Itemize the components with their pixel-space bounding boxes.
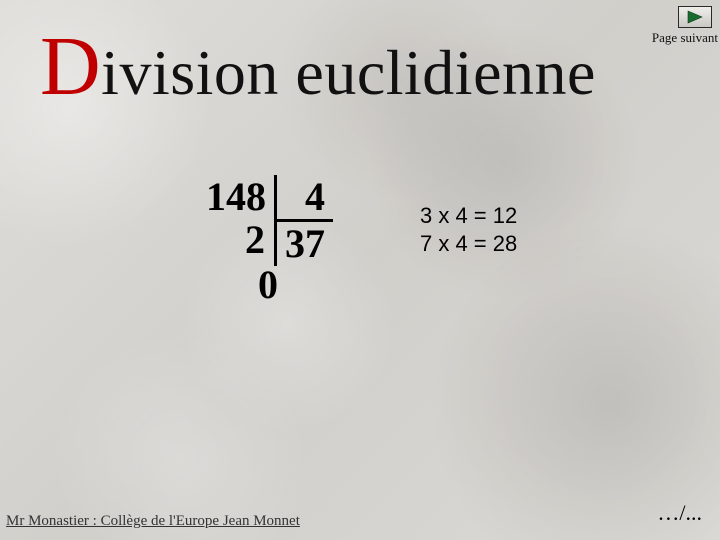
divisor-cell: 4 bbox=[276, 175, 334, 221]
play-icon bbox=[685, 10, 705, 24]
calc-line-2: 7 x 4 = 28 bbox=[420, 230, 517, 258]
division-layout: 148 4 37 2 0 bbox=[198, 175, 333, 266]
title-rest: ivision euclidienne bbox=[101, 37, 596, 108]
remainder: 0 bbox=[258, 265, 278, 305]
partial-remainder: 2 bbox=[245, 220, 265, 260]
quotient-cell: 37 bbox=[276, 221, 334, 267]
next-page-label: Page suivant bbox=[652, 30, 718, 46]
page-title: Division euclidienne bbox=[40, 18, 596, 115]
continuation-marker: …/... bbox=[657, 500, 702, 526]
calc-line-1: 3 x 4 = 12 bbox=[420, 202, 517, 230]
dividend-cell: 148 bbox=[198, 175, 276, 221]
title-initial: D bbox=[40, 20, 101, 113]
next-page-button[interactable] bbox=[678, 6, 712, 28]
author-credit: Mr Monastier : Collège de l'Europe Jean … bbox=[6, 513, 300, 530]
side-calculations: 3 x 4 = 12 7 x 4 = 28 bbox=[420, 202, 517, 257]
